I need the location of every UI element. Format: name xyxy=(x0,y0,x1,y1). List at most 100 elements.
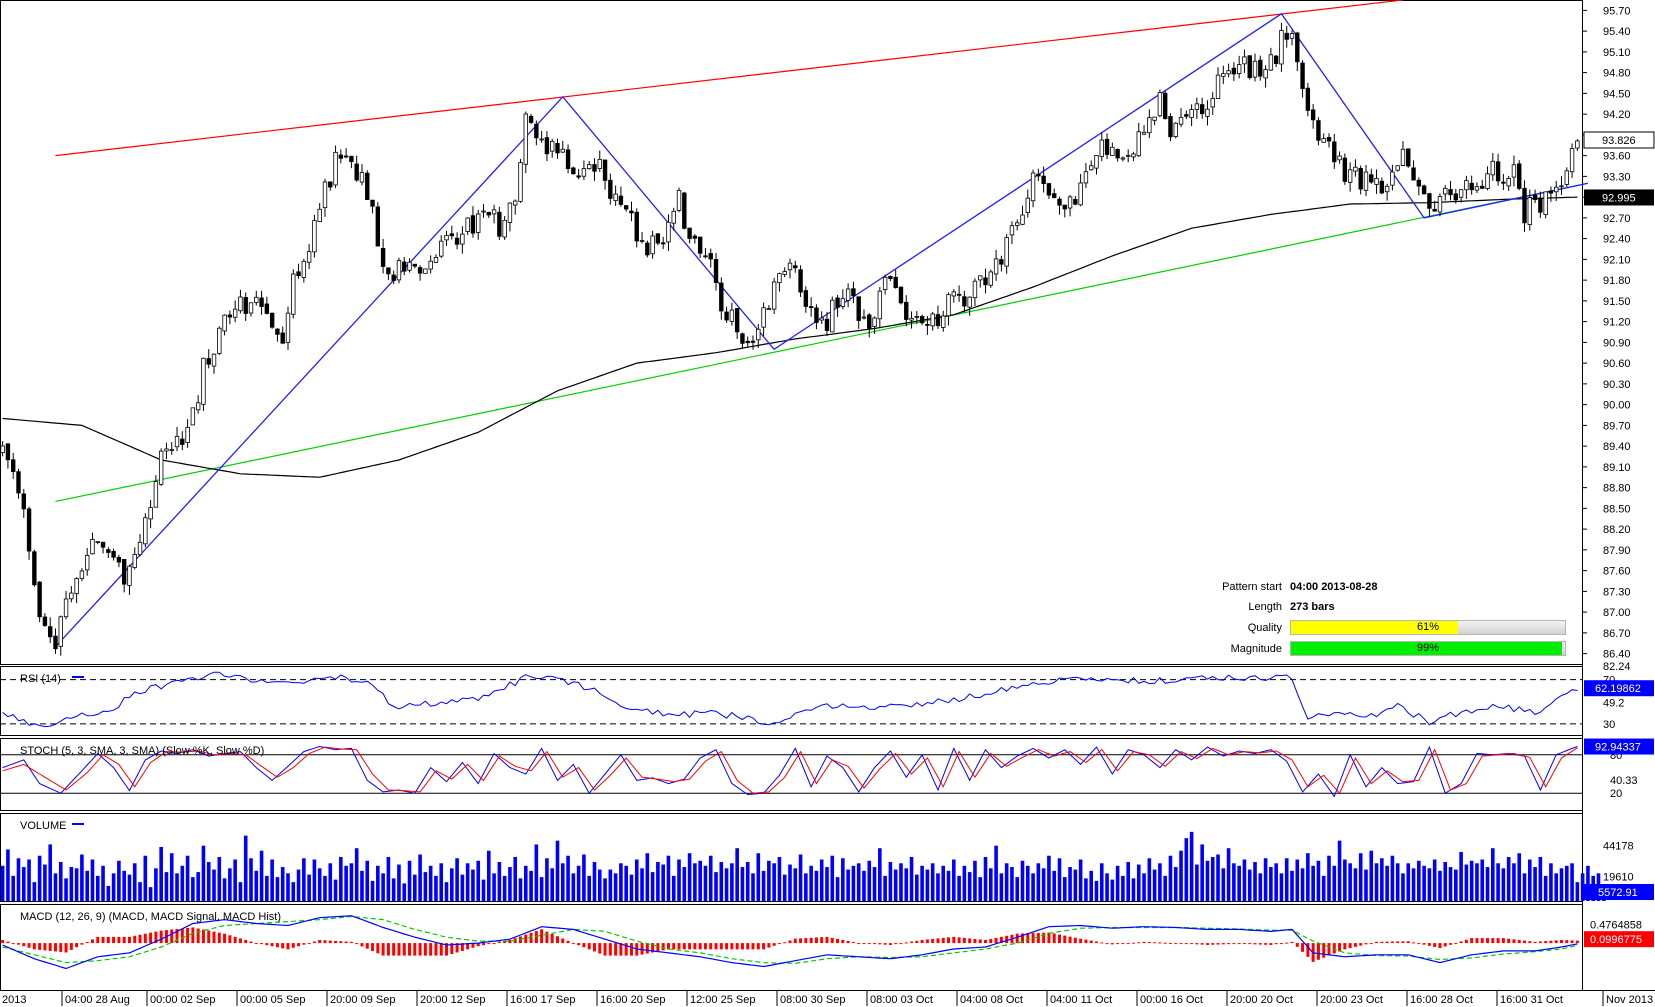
macd-hist-bar xyxy=(725,943,729,950)
macd-hist-bar xyxy=(1570,940,1574,944)
macd-hist-bar xyxy=(804,938,808,944)
candle xyxy=(338,149,344,164)
time-axis: 2013 04:00 28 Aug 00:00 02 Sep 00:00 05 Sep… xyxy=(2,990,1653,1006)
volume-bar xyxy=(592,862,597,901)
macd-hist-bar xyxy=(159,930,163,944)
macd-hist-bar xyxy=(286,943,290,950)
candle-body xyxy=(444,234,449,241)
macd-hist-bar xyxy=(27,943,31,948)
macd-hist-bar xyxy=(207,930,211,944)
candle xyxy=(1015,219,1020,231)
candle-body xyxy=(962,296,967,307)
volume-bar xyxy=(428,865,433,901)
candle-body xyxy=(1517,163,1522,189)
volume-bar xyxy=(714,872,718,901)
price-tick-label: 94.50 xyxy=(1603,88,1631,100)
macd-hist-bar xyxy=(260,943,264,945)
macd-hist-bar xyxy=(1036,932,1040,944)
candle xyxy=(1162,90,1168,120)
macd-hist-bar xyxy=(1459,941,1463,944)
candle-body xyxy=(888,275,893,280)
candle-body xyxy=(343,155,349,158)
volume-bar xyxy=(259,850,264,901)
macd-hist-bar xyxy=(1385,941,1389,944)
volume-bar xyxy=(169,853,174,901)
volume-bar xyxy=(1522,873,1527,901)
candle xyxy=(941,310,946,332)
candle xyxy=(211,353,217,374)
candle-body xyxy=(380,247,386,267)
macd-hist-bar xyxy=(228,935,232,944)
macd-hist-bar xyxy=(186,927,190,944)
candle-body xyxy=(1020,214,1025,225)
candle-body xyxy=(1120,157,1126,160)
candle-body xyxy=(1083,171,1089,184)
volume-bar xyxy=(767,860,771,901)
rsi-value-label: 62.19862 xyxy=(1595,683,1641,695)
candle xyxy=(1289,30,1295,46)
macd-hist-bar xyxy=(1507,938,1511,944)
macd-hist-bar xyxy=(540,929,544,944)
macd-hist-bar xyxy=(53,943,57,952)
macd-hist-bar xyxy=(941,937,945,944)
candle-body xyxy=(1543,191,1548,216)
candle-body xyxy=(95,541,100,543)
volume-bar xyxy=(217,857,222,901)
macd-hist-bar xyxy=(1052,933,1056,944)
macd-hist-bar xyxy=(973,938,977,944)
macd-hist-bar xyxy=(1348,943,1352,949)
candle xyxy=(433,254,439,264)
pattern-start-value: 04:00 2013-08-28 xyxy=(1290,581,1378,593)
macd-hist-bar xyxy=(999,936,1003,944)
candle-body xyxy=(734,308,740,333)
macd-hist-bar xyxy=(339,941,343,944)
candle xyxy=(1342,153,1348,185)
quality-bar-fill xyxy=(1291,621,1459,634)
candle-body xyxy=(42,616,48,626)
candle xyxy=(486,211,491,218)
candle-body xyxy=(1384,185,1390,193)
macd-hist-bar xyxy=(756,943,760,950)
macd-hist-bar xyxy=(175,929,179,944)
candle xyxy=(132,547,137,570)
macd-hist-bar xyxy=(476,943,480,947)
candle xyxy=(565,144,571,174)
volume-bar xyxy=(1205,860,1210,901)
volume-bar xyxy=(138,882,142,901)
candle xyxy=(507,202,513,232)
macd-hist-bar xyxy=(1094,941,1098,944)
macd-hist-bar xyxy=(762,943,766,950)
macd-hist-bar xyxy=(75,943,79,948)
candle-body xyxy=(1110,146,1115,156)
volume-bar xyxy=(708,855,713,901)
volume-bar xyxy=(804,873,808,901)
volume-bar xyxy=(275,877,280,901)
macd-hist-bar xyxy=(281,943,285,949)
volume-bar xyxy=(21,867,26,901)
volume-bar xyxy=(883,875,887,901)
candle-body xyxy=(423,268,428,274)
macd-hist-bar xyxy=(619,943,623,956)
candle xyxy=(1089,160,1094,171)
volume-bar xyxy=(1554,873,1559,901)
macd-hist-bar xyxy=(334,940,338,944)
candle xyxy=(867,313,872,338)
candle-body xyxy=(333,151,338,186)
volume-bar xyxy=(1031,873,1035,901)
volume-bar xyxy=(286,873,290,901)
candle xyxy=(845,283,851,308)
time-tick-label: 16:00 20 Sep xyxy=(600,994,665,1006)
macd-hist-bar xyxy=(96,936,100,944)
volume-bar xyxy=(1020,860,1025,901)
volume-tick-label: 19610 xyxy=(1603,871,1634,883)
volume-bar xyxy=(1094,880,1099,901)
volume-bar xyxy=(1491,848,1495,901)
candle-body xyxy=(227,314,233,318)
candle xyxy=(513,199,518,215)
volume-bar xyxy=(302,858,306,901)
candle-body xyxy=(703,255,708,258)
candle xyxy=(333,145,338,189)
volume-bar xyxy=(1173,867,1178,901)
volume-axis: 44178 19610 5572.91 xyxy=(1584,840,1654,900)
